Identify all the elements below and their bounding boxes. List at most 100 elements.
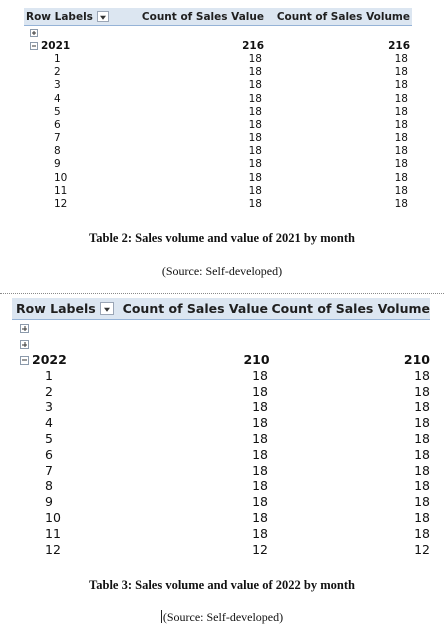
month-sales-value: 18 [248, 198, 262, 211]
month-sales-volume: 18 [414, 367, 430, 383]
month-row: 10 18 18 [12, 510, 430, 526]
month-sales-volume: 18 [394, 79, 408, 92]
sales-volume-header: Count of Sales Volume [271, 301, 430, 316]
month-row: 7 18 18 [24, 132, 412, 145]
month-row: 3 18 18 [12, 399, 430, 415]
month-label: 10 [54, 171, 68, 184]
month-sales-volume: 18 [414, 525, 430, 541]
expand-row [24, 26, 412, 39]
month-sales-volume: 18 [414, 494, 430, 510]
month-label: 1 [45, 367, 53, 383]
month-sales-value: 18 [248, 145, 262, 158]
text-cursor [160, 610, 162, 623]
month-label: 12 [45, 541, 61, 557]
filter-dropdown-icon[interactable] [96, 11, 109, 22]
month-label: 2 [45, 383, 53, 399]
month-label: 1 [54, 52, 61, 65]
month-row: 11 18 18 [12, 525, 430, 541]
year-sales-volume: 210 [403, 351, 430, 367]
month-row: 9 18 18 [24, 158, 412, 171]
month-row: 12 18 18 [24, 197, 412, 210]
month-sales-value: 18 [252, 446, 268, 462]
month-sales-value: 18 [248, 52, 262, 65]
month-sales-volume: 18 [394, 145, 408, 158]
month-label: 6 [45, 446, 53, 462]
month-row: 12 12 12 [12, 541, 430, 557]
month-label: 5 [54, 105, 61, 118]
collapse-minus-icon[interactable] [20, 355, 29, 365]
month-row: 6 18 18 [12, 446, 430, 462]
year-sales-volume: 216 [388, 39, 410, 52]
month-row: 3 18 18 [24, 79, 412, 92]
month-sales-volume: 18 [414, 478, 430, 494]
month-sales-value: 18 [252, 415, 268, 431]
month-sales-value: 18 [248, 171, 262, 184]
month-sales-volume: 18 [414, 383, 430, 399]
expand-row [12, 320, 430, 336]
month-label: 2 [54, 66, 61, 79]
month-sales-volume: 18 [394, 52, 408, 65]
collapse-minus-icon[interactable] [30, 41, 38, 50]
month-sales-value: 18 [248, 105, 262, 118]
month-row: 8 18 18 [24, 145, 412, 158]
month-sales-value: 18 [248, 66, 262, 79]
filter-dropdown-icon[interactable] [99, 302, 114, 315]
year-sales-value: 210 [243, 351, 270, 367]
sales-value-header: Count of Sales Value [141, 10, 264, 23]
month-sales-value: 18 [252, 430, 268, 446]
expand-row [12, 336, 430, 352]
month-label: 7 [54, 132, 61, 145]
year-row: 2022 210 210 [12, 352, 430, 368]
expand-plus-icon[interactable] [30, 28, 38, 37]
month-row: 1 18 18 [24, 52, 412, 65]
year-row: 2021 216 216 [24, 39, 412, 52]
month-sales-volume: 18 [414, 446, 430, 462]
month-label: 11 [54, 184, 68, 197]
table-caption-2022: Table 3: Sales volume and value of 2022 … [89, 578, 355, 592]
table-source-text: (Source: Self-developed) [162, 610, 284, 624]
month-row: 6 18 18 [24, 118, 412, 131]
month-label: 7 [45, 462, 53, 478]
month-label: 5 [45, 430, 53, 446]
year-sales-value: 216 [242, 39, 264, 52]
month-sales-volume: 12 [414, 541, 430, 557]
month-sales-volume: 18 [414, 462, 430, 478]
month-row: 11 18 18 [24, 184, 412, 197]
month-sales-value: 18 [248, 92, 262, 105]
expand-plus-icon[interactable] [20, 340, 29, 350]
month-label: 9 [45, 494, 53, 510]
month-sales-volume: 18 [394, 184, 408, 197]
month-row: 7 18 18 [12, 462, 430, 478]
sales-value-header: Count of Sales Value [122, 301, 268, 316]
month-sales-volume: 18 [394, 158, 408, 171]
month-sales-value: 18 [252, 494, 268, 510]
month-sales-volume: 18 [394, 171, 408, 184]
month-row: 2 18 18 [12, 383, 430, 399]
expand-plus-icon[interactable] [20, 324, 29, 334]
month-sales-value: 18 [252, 525, 268, 541]
month-sales-volume: 18 [394, 92, 408, 105]
month-label: 8 [54, 145, 61, 158]
month-sales-value: 18 [248, 158, 262, 171]
month-sales-volume: 18 [394, 132, 408, 145]
month-sales-volume: 18 [394, 66, 408, 79]
pivot-table-2022: Row Labels Count of Sales Value Count of… [12, 298, 430, 557]
month-sales-volume: 18 [394, 105, 408, 118]
month-sales-value: 18 [252, 383, 268, 399]
row-labels-header: Row Labels [16, 301, 96, 316]
year-label: 2021 [41, 39, 71, 52]
month-label: 4 [45, 415, 53, 431]
month-row: 5 18 18 [12, 431, 430, 447]
month-row: 4 18 18 [24, 92, 412, 105]
month-label: 11 [45, 525, 61, 541]
pivot-table-2021: Row Labels Count of Sales Value Count of… [24, 8, 412, 211]
month-sales-value: 18 [252, 399, 268, 415]
table-source-2022: (Source: Self-developed) [0, 610, 444, 625]
month-sales-volume: 18 [414, 430, 430, 446]
table-source-2021: (Source: Self-developed) [161, 264, 283, 278]
pivot-header: Row Labels Count of Sales Value Count of… [12, 298, 430, 320]
year-label: 2022 [32, 351, 67, 367]
month-label: 8 [45, 478, 53, 494]
month-sales-value: 18 [248, 79, 262, 92]
month-row: 10 18 18 [24, 171, 412, 184]
